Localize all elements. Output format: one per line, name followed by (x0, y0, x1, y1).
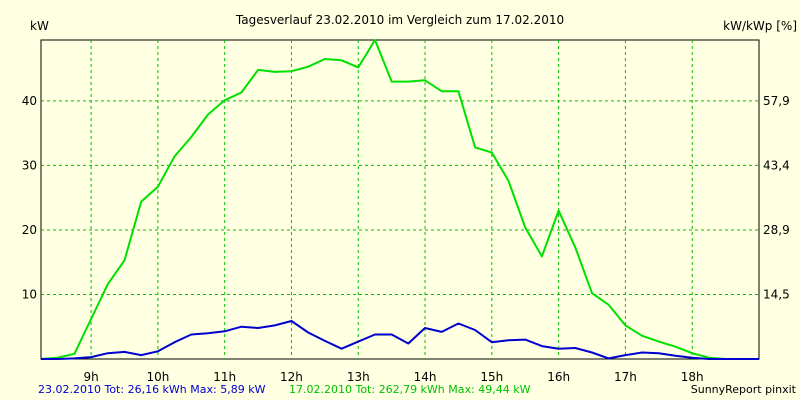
plot-area (40, 39, 760, 360)
y-tick-label-right: 43,4 (763, 158, 790, 172)
x-tick-label: 14h (414, 370, 437, 384)
tick-layer: 9h 10h 11h 12h 13h 14h 15h 16h 17h 18h 10 14,5 20 28,… (22, 94, 790, 384)
series-line-23.02.2010 (41, 320, 759, 360)
x-tick-label: 10h (146, 370, 169, 384)
footer-credit: SunnyReport pinxit (691, 383, 797, 396)
y-tick-label-right: 14,5 (763, 287, 790, 301)
x-tick-label: 9h (83, 370, 98, 384)
y-tick-label-left: 40 (22, 94, 37, 108)
x-tick-label: 16h (547, 370, 570, 384)
footer-green-text: 17.02.2010 Tot: 262,79 kWh Max: 49,44 kW (289, 383, 531, 396)
y-tick-label-right: 28,9 (763, 223, 790, 237)
footer-blue-text: 23.02.2010 Tot: 26,16 kWh Max: 5,89 kW (38, 383, 266, 396)
x-tick-label: 13h (347, 370, 370, 384)
series-line-17.02.2010 (40, 39, 759, 360)
x-tick-label: 11h (213, 370, 236, 384)
chart-title: Tagesverlauf 23.02.2010 im Vergleich zum… (235, 13, 564, 27)
y-tick-label-left: 20 (22, 223, 37, 237)
series-layer (40, 39, 759, 360)
y-tick-label-right: 57,9 (763, 94, 790, 108)
y-tick-label-left: 10 (22, 287, 37, 301)
y-axis-label-left: kW (30, 19, 49, 33)
x-tick-label: 17h (614, 370, 637, 384)
grid-layer (41, 40, 759, 359)
x-tick-label: 15h (480, 370, 503, 384)
y-axis-label-right: kW/kWp [%] (723, 19, 797, 33)
y-tick-label-left: 30 (22, 158, 37, 172)
x-tick-label: 12h (280, 370, 303, 384)
x-tick-label: 18h (681, 370, 704, 384)
